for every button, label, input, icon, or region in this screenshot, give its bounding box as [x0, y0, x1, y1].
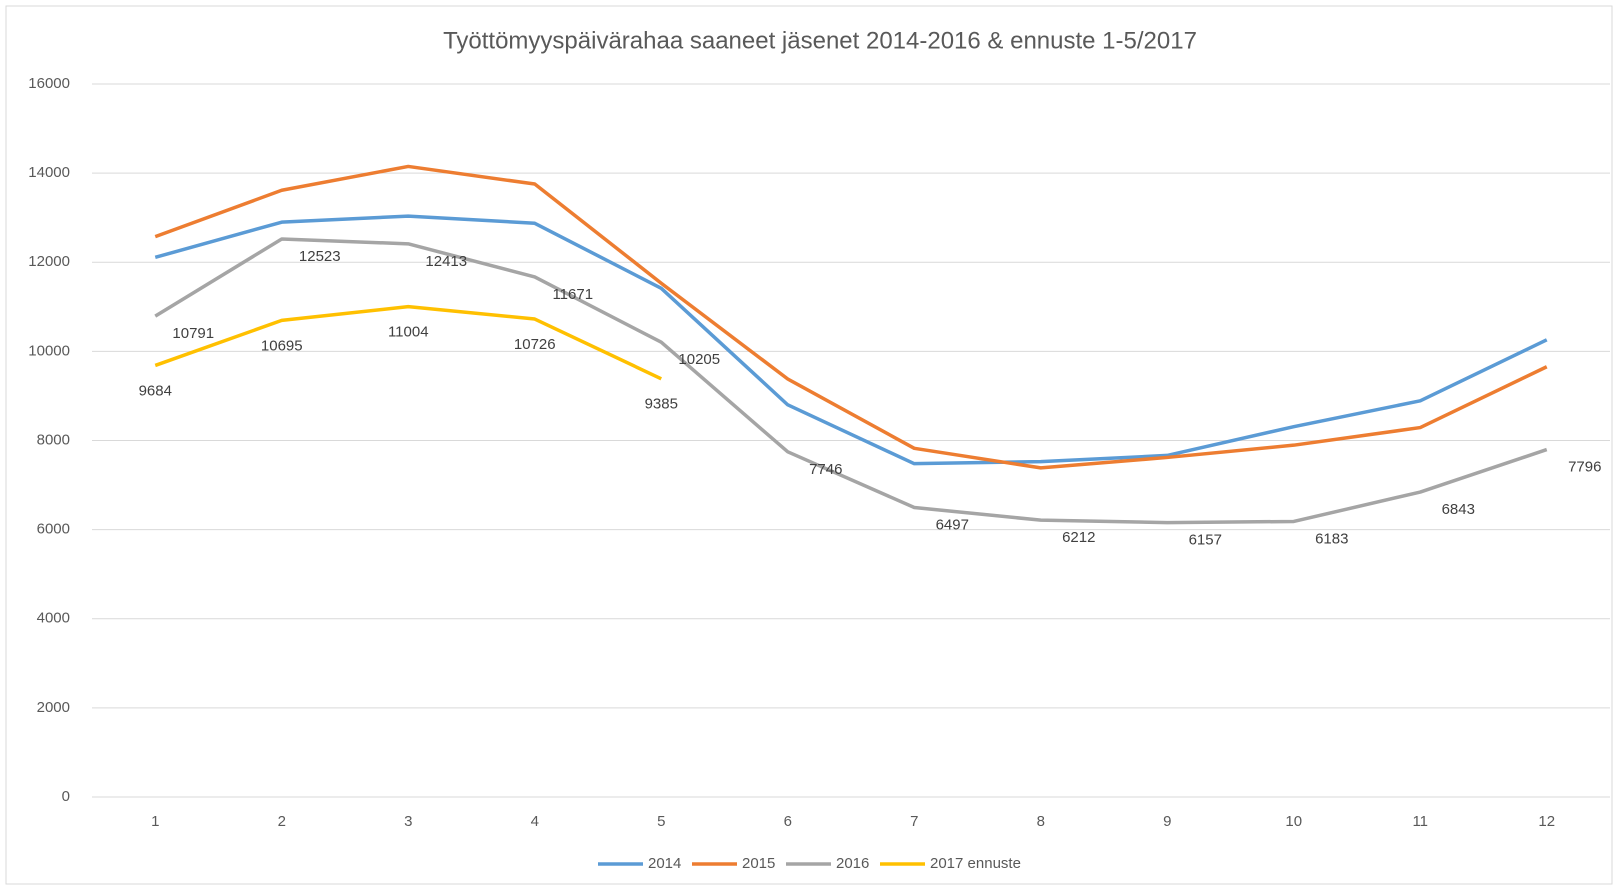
x-tick-label: 9	[1163, 813, 1171, 830]
legend-label: 2017 ennuste	[930, 855, 1021, 872]
x-tick-label: 1	[151, 813, 159, 830]
data-label: 6157	[1189, 532, 1222, 549]
data-label: 6497	[936, 516, 969, 533]
x-tick-label: 7	[910, 813, 918, 830]
data-label: 7796	[1568, 459, 1601, 476]
data-label: 11004	[388, 324, 429, 341]
series-line	[154, 214, 1548, 466]
data-label: 9385	[645, 396, 678, 413]
data-label: 6212	[1062, 529, 1095, 546]
data-label: 10726	[514, 336, 556, 353]
data-label: 9684	[139, 382, 172, 399]
x-tick-label: 5	[657, 813, 665, 830]
series-line	[154, 237, 1548, 525]
y-tick-label: 8000	[37, 431, 70, 448]
x-tick-label: 4	[531, 813, 539, 830]
y-tick-label: 0	[62, 788, 70, 805]
y-tick-label: 10000	[28, 342, 70, 359]
y-tick-label: 6000	[37, 521, 70, 538]
data-label: 12413	[425, 253, 467, 270]
legend-label: 2014	[648, 855, 681, 872]
x-tick-label: 3	[404, 813, 412, 830]
legend-label: 2015	[742, 855, 775, 872]
data-label: 6843	[1442, 501, 1475, 518]
chart-title: Työttömyyspäivärahaa saaneet jäsenet 201…	[443, 27, 1197, 54]
y-tick-label: 14000	[28, 164, 70, 181]
y-tick-label: 12000	[28, 253, 70, 270]
x-tick-label: 10	[1285, 813, 1302, 830]
data-label: 10695	[261, 337, 303, 354]
x-tick-label: 2	[278, 813, 286, 830]
data-label: 12523	[299, 248, 341, 265]
series-line	[154, 164, 1548, 470]
chart-border	[5, 5, 1613, 885]
x-tick-label: 12	[1538, 813, 1555, 830]
data-label: 7746	[809, 461, 842, 478]
data-label: 10205	[678, 351, 720, 368]
data-label: 11671	[552, 286, 593, 303]
series-line	[154, 304, 662, 381]
legend-label: 2016	[836, 855, 869, 872]
y-tick-label: 2000	[37, 699, 70, 716]
y-tick-label: 4000	[37, 610, 70, 627]
data-label: 6183	[1315, 530, 1348, 547]
data-label: 10791	[172, 325, 214, 342]
x-tick-label: 8	[1037, 813, 1045, 830]
y-tick-label: 16000	[28, 75, 70, 92]
x-tick-label: 6	[784, 813, 792, 830]
x-tick-label: 11	[1412, 813, 1428, 830]
